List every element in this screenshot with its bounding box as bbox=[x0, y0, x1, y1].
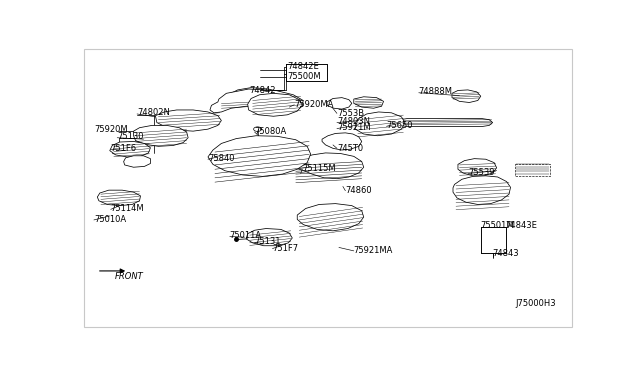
Text: 75921MA: 75921MA bbox=[354, 246, 393, 255]
Text: 75501M: 75501M bbox=[481, 221, 515, 230]
Text: 75500M: 75500M bbox=[287, 72, 321, 81]
Text: 7553B: 7553B bbox=[337, 109, 364, 118]
Text: 75114M: 75114M bbox=[111, 204, 145, 213]
Polygon shape bbox=[225, 87, 287, 100]
Polygon shape bbox=[210, 89, 303, 113]
Text: 74842: 74842 bbox=[250, 86, 276, 95]
Text: 75920MA: 75920MA bbox=[294, 100, 333, 109]
Polygon shape bbox=[292, 153, 364, 179]
Polygon shape bbox=[124, 156, 150, 167]
Text: 74842E: 74842E bbox=[287, 62, 319, 71]
Text: 74843E: 74843E bbox=[506, 221, 538, 230]
Polygon shape bbox=[208, 136, 310, 176]
Polygon shape bbox=[396, 119, 493, 126]
Polygon shape bbox=[355, 112, 405, 136]
Polygon shape bbox=[97, 190, 141, 206]
Text: 75131: 75131 bbox=[255, 237, 281, 246]
Polygon shape bbox=[134, 125, 188, 146]
Text: 75010A: 75010A bbox=[94, 215, 126, 224]
Text: 75115M: 75115M bbox=[302, 164, 336, 173]
Text: 75920M: 75920M bbox=[94, 125, 127, 135]
Text: 75539: 75539 bbox=[468, 169, 494, 177]
Text: 745T0: 745T0 bbox=[337, 144, 363, 153]
Text: J75000H3: J75000H3 bbox=[515, 298, 556, 308]
Text: 75650: 75650 bbox=[387, 121, 413, 130]
Text: 74843: 74843 bbox=[493, 249, 519, 258]
Text: 74860: 74860 bbox=[346, 186, 372, 195]
Text: 751F6: 751F6 bbox=[111, 144, 137, 153]
Text: FRONT: FRONT bbox=[115, 272, 143, 281]
Polygon shape bbox=[297, 203, 364, 231]
Text: 74803N: 74803N bbox=[337, 117, 370, 126]
Polygon shape bbox=[354, 97, 383, 108]
Text: 74802N: 74802N bbox=[137, 108, 170, 117]
Text: 75080A: 75080A bbox=[255, 126, 287, 136]
Polygon shape bbox=[246, 228, 292, 246]
Text: 74888M: 74888M bbox=[419, 87, 452, 96]
Text: 75840: 75840 bbox=[208, 154, 234, 163]
Polygon shape bbox=[453, 176, 511, 205]
Polygon shape bbox=[110, 141, 150, 157]
Text: 751F7: 751F7 bbox=[273, 244, 299, 253]
Polygon shape bbox=[322, 133, 362, 150]
Polygon shape bbox=[156, 110, 221, 131]
Polygon shape bbox=[452, 90, 481, 103]
Polygon shape bbox=[458, 158, 497, 176]
Text: 75130: 75130 bbox=[117, 132, 144, 141]
Text: 75921M: 75921M bbox=[337, 123, 371, 132]
Polygon shape bbox=[248, 93, 302, 116]
Polygon shape bbox=[327, 97, 352, 109]
Text: 75011A: 75011A bbox=[230, 231, 262, 240]
